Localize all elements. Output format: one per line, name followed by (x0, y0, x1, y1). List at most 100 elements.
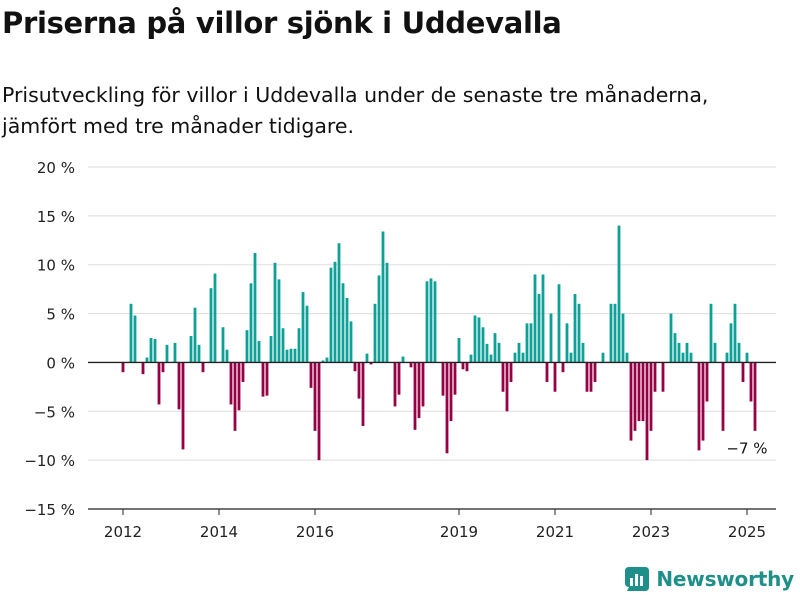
bar (545, 362, 549, 382)
bar (709, 303, 713, 363)
bar (385, 262, 389, 363)
bar (197, 344, 201, 363)
bar (741, 362, 745, 382)
annotations: −7 % (726, 439, 767, 457)
bar (501, 362, 505, 392)
bar (629, 362, 633, 441)
bar (701, 362, 705, 441)
bar (321, 360, 325, 363)
bar (369, 362, 373, 365)
bar (505, 362, 509, 412)
y-tick-label: −10 % (24, 452, 75, 470)
bar (705, 362, 709, 402)
bar (529, 323, 533, 363)
bar (641, 362, 645, 422)
bar (441, 362, 445, 396)
bar (585, 362, 589, 392)
bar (361, 362, 365, 426)
bar (253, 252, 257, 363)
bar (561, 362, 565, 373)
newsworthy-logo-icon (625, 567, 650, 591)
bar (133, 315, 137, 363)
bar (381, 231, 385, 363)
bar (673, 333, 677, 363)
bar (261, 362, 265, 397)
last-value-label: −7 % (726, 439, 767, 457)
bar (569, 352, 573, 363)
bar (353, 362, 357, 372)
chart-title: Priserna på villor sjönk i Uddevalla (2, 6, 562, 40)
bar (165, 344, 169, 363)
bar (633, 362, 637, 431)
bar (509, 362, 513, 382)
bar (613, 303, 617, 363)
bar (293, 348, 297, 363)
bar (357, 362, 361, 399)
bar (753, 362, 757, 431)
bar (601, 352, 605, 363)
bar (121, 362, 125, 373)
bar (417, 362, 421, 419)
bar (129, 303, 133, 363)
bar (685, 342, 689, 363)
bar (617, 225, 621, 363)
bar (345, 297, 349, 363)
bar (149, 338, 153, 363)
bars (121, 225, 757, 461)
bar (625, 352, 629, 363)
bar (541, 274, 545, 363)
bar (281, 328, 285, 363)
x-tick-label: 2021 (536, 523, 574, 541)
bar (533, 274, 537, 363)
bar (733, 303, 737, 363)
bar (425, 281, 429, 363)
bar (233, 362, 237, 431)
bar (461, 362, 465, 370)
bar (513, 352, 517, 363)
chart-subtitle: Prisutveckling för villor i Uddevalla un… (2, 83, 709, 138)
bar (637, 362, 641, 422)
bar (689, 352, 693, 363)
bar (433, 281, 437, 363)
bar (681, 352, 685, 363)
bar (269, 336, 273, 363)
bar (713, 342, 717, 363)
bar (457, 338, 461, 363)
bar (729, 323, 733, 363)
bar (621, 313, 625, 363)
bar (469, 354, 473, 363)
y-tick-label: 10 % (37, 257, 75, 275)
bar (237, 362, 241, 411)
bar (225, 349, 229, 363)
bar (245, 330, 249, 363)
bar (229, 362, 233, 405)
bar (213, 273, 217, 363)
bar (565, 323, 569, 363)
bar (649, 362, 653, 431)
bar (317, 362, 321, 461)
bar (573, 294, 577, 363)
bar (465, 362, 469, 372)
bar (493, 333, 497, 363)
y-tick-label: 20 % (37, 159, 75, 177)
bar (341, 283, 345, 363)
y-tick-label: 15 % (37, 208, 75, 226)
bar (141, 362, 145, 375)
bar (193, 307, 197, 363)
x-axis-tick-labels: 2012 2014 2016 2019 2021 2023 2025 (104, 509, 766, 541)
bar (285, 349, 289, 363)
bar (413, 362, 417, 430)
bar (537, 294, 541, 363)
bar (453, 362, 457, 395)
bar (409, 362, 413, 368)
bar (645, 362, 649, 461)
bar (697, 362, 701, 451)
bar (309, 362, 313, 388)
x-tick-label: 2023 (632, 523, 670, 541)
bar (173, 342, 177, 363)
bar (329, 267, 333, 363)
bar (525, 323, 529, 363)
bar (209, 288, 213, 363)
bar (265, 362, 269, 396)
